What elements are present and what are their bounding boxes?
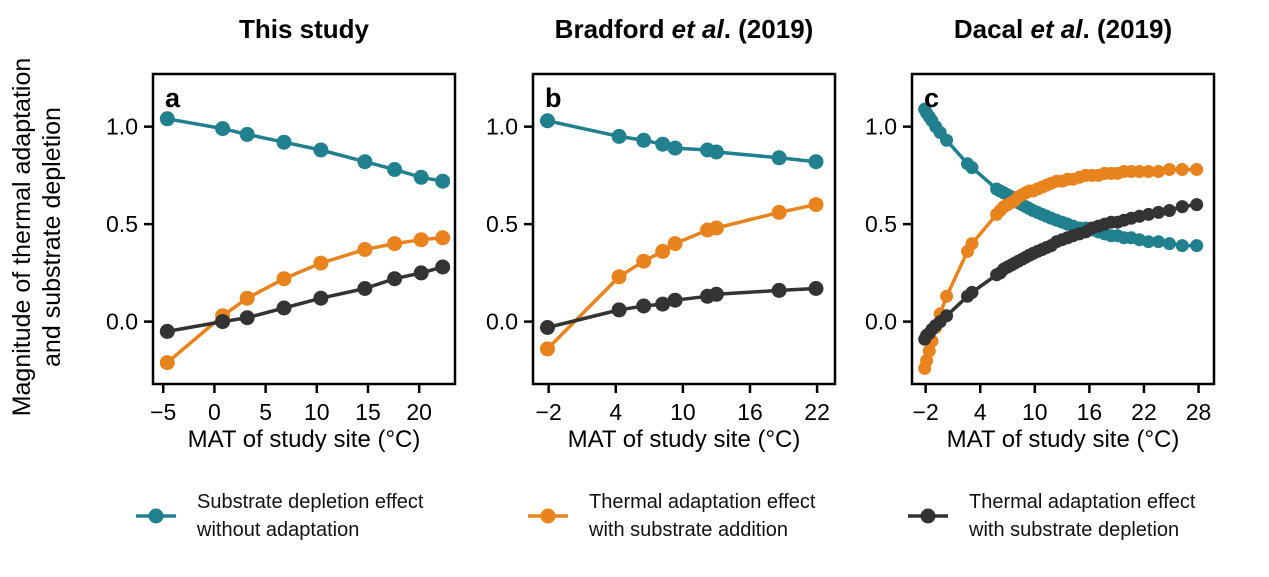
svg-text:20: 20 xyxy=(406,399,432,425)
legend-item-thermal-adaptation-addition: Thermal adaptation effect with substrate… xyxy=(526,488,815,544)
svg-text:16: 16 xyxy=(1077,399,1103,425)
legend-item-substrate-depletion: Substrate depletion effect without adapt… xyxy=(134,488,423,544)
y-axis-label-line1: Magnitude of thermal adaptation xyxy=(8,57,36,417)
panel-c-title: Dacal et al. (2019) xyxy=(953,14,1173,44)
svg-text:a: a xyxy=(165,83,181,113)
svg-text:10: 10 xyxy=(670,399,696,425)
svg-text:0.5: 0.5 xyxy=(106,211,138,237)
panel-b-x-axis-label: MAT of study site (°C) xyxy=(567,426,801,453)
legend-item-thermal-adaptation-depletion: Thermal adaptation effect with substrate… xyxy=(906,488,1195,544)
legend-marker-orange-icon xyxy=(528,508,568,524)
svg-text:22: 22 xyxy=(804,399,830,425)
y-axis-label-line2: and substrate depletion xyxy=(38,107,66,367)
svg-text:22: 22 xyxy=(1131,399,1157,425)
panel-a-x-axis-label: MAT of study site (°C) xyxy=(187,426,421,453)
svg-text:1.0: 1.0 xyxy=(106,114,138,140)
legend-marker-teal-icon xyxy=(136,508,176,524)
svg-text:−2: −2 xyxy=(913,399,939,425)
panel-c-x-axis-label: MAT of study site (°C) xyxy=(946,426,1180,453)
legend-marker-dark-icon xyxy=(908,508,948,524)
legend-label-substrate-depletion: Substrate depletion effect without adapt… xyxy=(197,491,424,541)
svg-text:−5: −5 xyxy=(150,399,176,425)
svg-text:0.5: 0.5 xyxy=(486,211,518,237)
svg-text:c: c xyxy=(924,83,939,113)
svg-text:16: 16 xyxy=(737,399,763,425)
svg-text:5: 5 xyxy=(259,399,272,425)
panel-a-title: This study xyxy=(238,14,369,44)
svg-text:0.0: 0.0 xyxy=(486,309,518,335)
svg-text:1.0: 1.0 xyxy=(486,114,518,140)
y-axis-label: Magnitude of thermal adaptation and subs… xyxy=(7,7,69,467)
svg-text:1.0: 1.0 xyxy=(865,114,897,140)
legend-label-thermal-adaptation-addition: Thermal adaptation effect with substrate… xyxy=(589,491,816,541)
svg-text:28: 28 xyxy=(1186,399,1212,425)
panel-c-plot: 1.0 0.5 0.0 −2 4 10 16 22 28 c xyxy=(865,72,1216,425)
svg-text:0.0: 0.0 xyxy=(865,309,897,335)
panel-a-plot: 1.0 0.5 0.0 −5 0 5 10 15 20 a xyxy=(106,72,457,425)
svg-text:15: 15 xyxy=(355,399,381,425)
svg-text:10: 10 xyxy=(304,399,330,425)
panel-b-plot: 1.0 0.5 0.0 −2 4 10 16 22 b xyxy=(486,72,837,425)
svg-text:0: 0 xyxy=(208,399,221,425)
svg-text:−2: −2 xyxy=(536,399,562,425)
svg-text:0.5: 0.5 xyxy=(865,211,897,237)
svg-text:4: 4 xyxy=(609,399,622,425)
legend-label-thermal-adaptation-depletion: Thermal adaptation effect with substrate… xyxy=(969,491,1196,541)
svg-text:b: b xyxy=(545,83,562,113)
panel-b-title: Bradford et al. (2019) xyxy=(554,14,814,44)
svg-text:0.0: 0.0 xyxy=(106,309,138,335)
svg-text:4: 4 xyxy=(974,399,987,425)
svg-text:10: 10 xyxy=(1022,399,1048,425)
